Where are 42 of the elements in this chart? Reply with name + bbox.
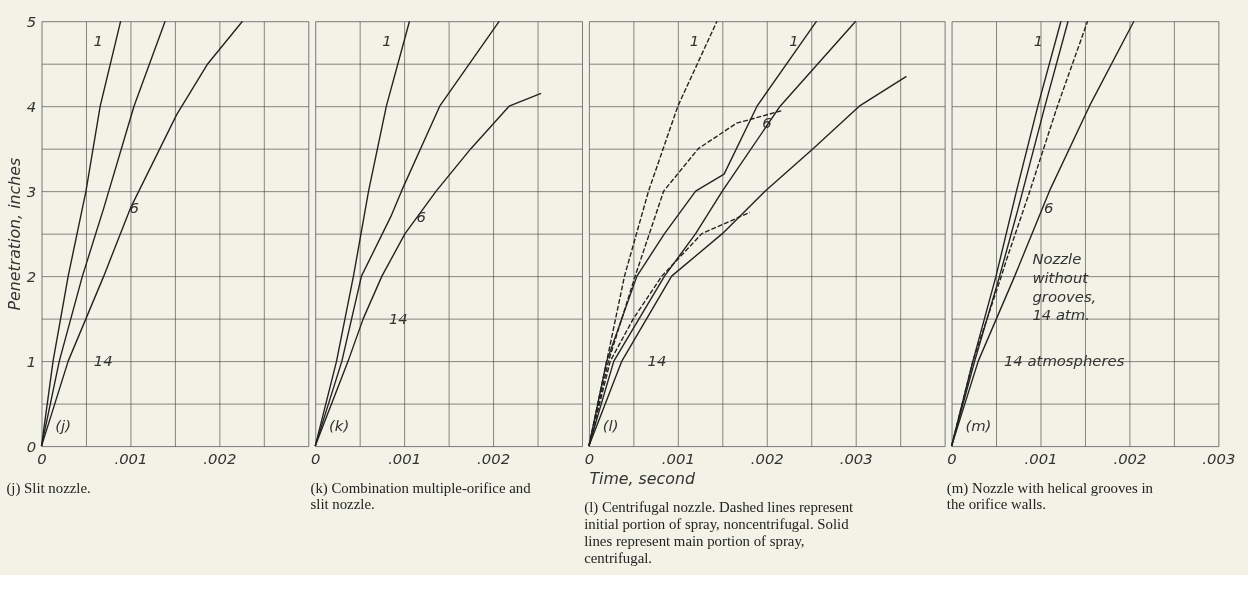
annotation: 1 xyxy=(789,31,799,49)
annotation: (m) xyxy=(965,417,992,435)
annotation: 1 xyxy=(382,31,392,49)
x-tick-label: .001 xyxy=(388,450,422,468)
annotation: (l) xyxy=(602,417,619,435)
annotation: (j) xyxy=(55,417,72,435)
annotation: (k) xyxy=(329,417,350,435)
y-tick-label: 0 xyxy=(26,437,37,455)
x-tick-label: .002 xyxy=(203,450,237,468)
annotation: 1 xyxy=(689,31,700,49)
annotation: 1 xyxy=(1033,31,1044,49)
text: (m) Nozzle with helical grooves in the orifice walls. xyxy=(946,479,1154,513)
text: (k) Combination multiple-orifice and slit nozzle. xyxy=(310,479,532,513)
y-tick-label: 5 xyxy=(26,12,37,30)
x-tick-label: .002 xyxy=(1113,450,1147,468)
x-tick-label: .003 xyxy=(1202,450,1236,468)
annotation: 6 xyxy=(1043,199,1054,217)
annotation: 6 xyxy=(416,207,426,225)
x-tick-label: .001 xyxy=(661,450,695,468)
x-tick-label: .001 xyxy=(114,450,148,468)
annotation: 14 xyxy=(93,352,113,370)
x-axis-title: Time, second xyxy=(589,469,696,489)
x-tick-label: .002 xyxy=(750,450,784,468)
annotation: 1 xyxy=(93,31,103,49)
annotation: 6 xyxy=(129,199,139,217)
y-tick-label: 2 xyxy=(26,267,37,285)
y-tick-label: 4 xyxy=(26,97,37,115)
annotation: 14 atmospheres xyxy=(1003,352,1125,370)
x-tick-label: 0 xyxy=(310,450,321,468)
annotation: Nozzle without grooves, 14 atm. xyxy=(1032,250,1097,324)
x-tick-label: 0 xyxy=(584,450,595,468)
text: (l) Centrifugal nozzle. Dashed lines represent initial portion of spray, noncentrifugal. Solid lines represent main portion of spray, centrifugal. xyxy=(584,499,855,566)
y-tick-label: 1 xyxy=(26,352,37,370)
x-tick-label: .001 xyxy=(1024,450,1058,468)
x-tick-label: 0 xyxy=(947,450,957,468)
x-tick-label: .002 xyxy=(477,450,511,468)
y-axis-title: Penetration, inches xyxy=(4,157,24,311)
annotation: 14 xyxy=(388,309,408,327)
text: (j) Slit nozzle. xyxy=(6,479,91,497)
annotation: 14 xyxy=(647,352,667,370)
x-tick-label: .003 xyxy=(839,450,873,468)
y-tick-label: 3 xyxy=(26,182,37,200)
